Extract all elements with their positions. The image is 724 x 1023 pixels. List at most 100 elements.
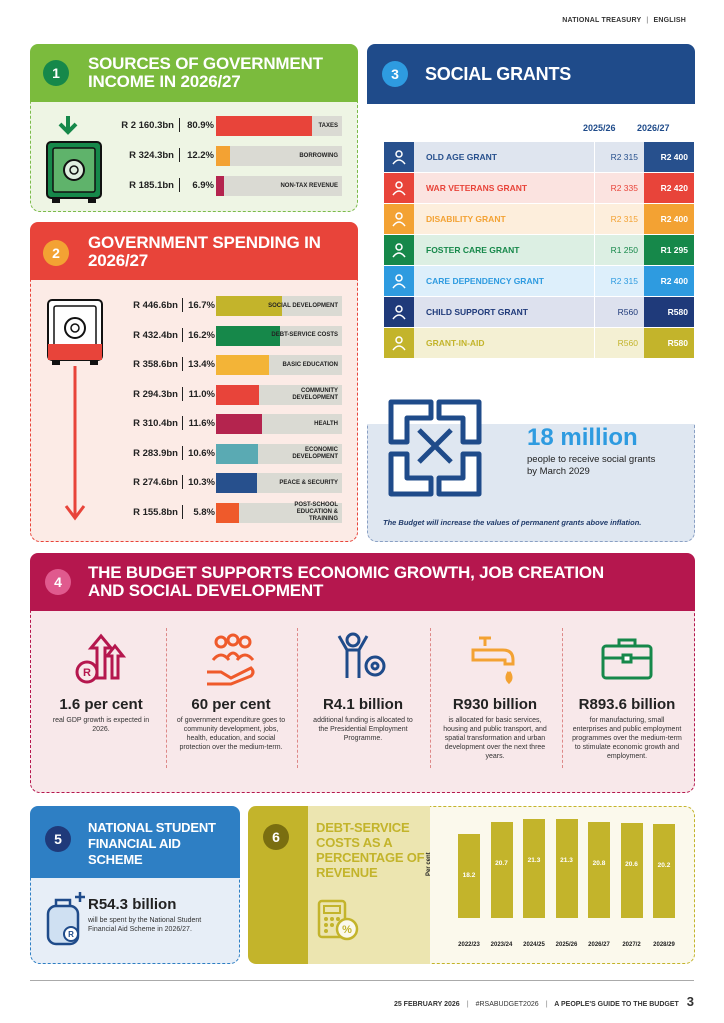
income-bar: TAXES [216, 116, 342, 136]
grant-row: OLD AGE GRANT R2 315 R2 400 [384, 142, 694, 172]
income-bar-label: NON-TAX REVENUE [280, 182, 338, 189]
grant-icon [384, 328, 414, 358]
grant-row: GRANT-IN-AID R560 R580 [384, 328, 694, 358]
spending-bar-label: BASIC EDUCATION [282, 361, 338, 368]
section-title: SOCIAL GRANTS [425, 64, 572, 84]
spending-pct: 16.2% [188, 329, 215, 341]
chart-x-tick: 2025/26 [555, 942, 578, 948]
income-bar: NON-TAX REVENUE [216, 176, 342, 196]
chart-ylabel: Per cent [426, 852, 432, 876]
chart-bar-value: 20.6 [625, 860, 638, 868]
grant-name: FOSTER CARE GRANT [426, 245, 520, 255]
footer-tag: #RSABUDGET2026 [475, 1001, 539, 1008]
highlight-text: is allocated for basic services, housing… [443, 717, 547, 760]
spending-pct: 10.3% [188, 477, 215, 488]
spending-bar-fill [216, 325, 281, 346]
spending-bar-label: ECONOMIC DEVELOPMENT [292, 446, 338, 460]
year-header-2025: 2025/26 [583, 123, 616, 133]
chart-bar-value: 18.2 [462, 871, 476, 879]
highlight-figure: R930 billion [452, 696, 538, 713]
section-number-badge: 4 [45, 569, 71, 595]
income-bar-fill [216, 116, 312, 136]
nsfas-amount: R54.3 billion [88, 896, 177, 913]
spending-bar: BASIC EDUCATION [216, 355, 342, 375]
grant-icon [384, 204, 414, 234]
highlight-text: for manufacturing, small enterprises and… [572, 717, 682, 760]
grant-name: GRANT-IN-AID [426, 338, 485, 348]
highlight-icon [562, 628, 692, 690]
grant-name: OLD AGE GRANT [426, 152, 497, 162]
chart-x-tick: 2022/23 [458, 942, 480, 948]
income-bar: BORROWING [216, 146, 342, 166]
section-title: SOURCES OF GOVERNMENT INCOME IN 2026/27 [88, 54, 323, 91]
grants-headline-number: 18 million [527, 424, 638, 451]
chart-bar: 20.6 [620, 822, 643, 918]
highlight-figure: R893.6 billion [578, 696, 676, 713]
chart-bar: 20.8 [588, 821, 610, 918]
grant-row: CARE DEPENDENCY GRANT R2 315 R2 400 [384, 266, 694, 296]
spending-row: R 432.4bn 16.2% DEBT-SERVICE COSTS [30, 324, 358, 348]
grant-value-2025: R1 250 [594, 235, 644, 265]
nsfas-text: will be spent by the National Student Fi… [88, 917, 202, 933]
income-bar-label: BORROWING [299, 152, 338, 159]
grant-icon [384, 266, 414, 296]
highlight-icon [166, 628, 296, 690]
calculator-percent-icon: % [317, 899, 359, 941]
spending-amount: R 283.9bn [133, 447, 178, 459]
chart-bar-value: 21.3 [527, 857, 541, 865]
grant-value-2026: R2 400 [644, 142, 694, 172]
income-amount: R 2 160.3bn [121, 120, 174, 131]
top-header: NATIONAL TREASURY | ENGLISH [562, 17, 686, 24]
grant-name: CHILD SUPPORT GRANT [426, 307, 528, 317]
spending-pct: 13.4% [188, 359, 215, 370]
student-bag-icon: R [46, 892, 85, 946]
income-amount: R 324.3bn [129, 150, 174, 161]
grant-value-2026: R580 [644, 328, 694, 358]
chart-bar-value: 21.3 [560, 857, 573, 865]
income-bar-fill [216, 176, 225, 196]
spending-row: R 155.8bn 5.8% POST-SCHOOL EDUCATION & TRA… [30, 501, 358, 525]
income-pct: 12.2% [187, 150, 214, 161]
grant-icon [384, 173, 414, 203]
highlight-item: R 1.6 per cent real GDP growth is expected… [36, 628, 166, 734]
spending-row: R 274.6bn 10.3% PEACE & SECURITY [30, 471, 358, 495]
grant-value-2026: R2 420 [644, 173, 694, 203]
chart-x-tick: 2027/2 [622, 942, 641, 948]
spending-bar: POST-SCHOOL EDUCATION & TRAINING [216, 502, 342, 523]
grants-headline-text: people to receive social grants by March… [527, 454, 656, 477]
joined-hands-icon [388, 399, 482, 497]
section-title: NATIONAL STUDENT FINANCIAL AID SCHEME [88, 820, 216, 867]
grant-row: DISABILITY GRANT R2 315 R2 400 [384, 204, 694, 234]
spending-pct: 11.6% [188, 418, 215, 429]
section-title: GOVERNMENT SPENDING IN 2026/27 [88, 233, 321, 270]
spending-bar-label: SOCIAL DEVELOPMENT [268, 302, 338, 309]
chart-bar: 18.2 [458, 833, 480, 918]
highlight-icon: R [36, 628, 166, 690]
spending-bar-label: DEBT-SERVICE COSTS [271, 332, 338, 338]
income-pct: 6.9% [192, 180, 214, 191]
spending-pct: 10.6% [188, 447, 215, 459]
spending-bar: ECONOMIC DEVELOPMENT [216, 443, 342, 464]
chart-bar-value: 20.2 [657, 862, 671, 870]
grant-icon [384, 142, 414, 172]
grant-name: CARE DEPENDENCY GRANT [426, 276, 544, 286]
highlight-text: of government expenditure goes to commun… [176, 717, 286, 751]
spending-bar: HEALTH [216, 414, 342, 434]
spending-bar-label: COMMUNITY DEVELOPMENT [292, 387, 338, 401]
grant-row: WAR VETERANS GRANT R2 335 R2 420 [384, 173, 694, 203]
highlight-figure: R4.1 billion [322, 696, 403, 713]
highlight-item: R893.6 billion for manufacturing, small e… [562, 628, 692, 761]
spending-amount: R 274.6bn [133, 477, 178, 488]
spending-pct: 16.7% [188, 300, 215, 311]
spending-bar-fill [216, 384, 260, 405]
highlight-figure: 1.6 per cent [59, 696, 143, 713]
income-row: R 324.3bn 12.2% BORROWING [30, 144, 358, 168]
year-header-2026: 2026/27 [637, 123, 670, 133]
income-bar-fill [216, 146, 231, 166]
section-6: 6 DEBT-SERVICE COSTS AS A PERCENTAGE OF … [248, 806, 695, 964]
spending-bar-label: HEALTH [314, 420, 338, 427]
section-number-badge: 3 [382, 61, 408, 87]
safe-icon [46, 116, 102, 203]
section-number-badge: 6 [263, 824, 289, 850]
section-2: 2 GOVERNMENT SPENDING IN 2026/27 R 446.6… [30, 222, 358, 542]
